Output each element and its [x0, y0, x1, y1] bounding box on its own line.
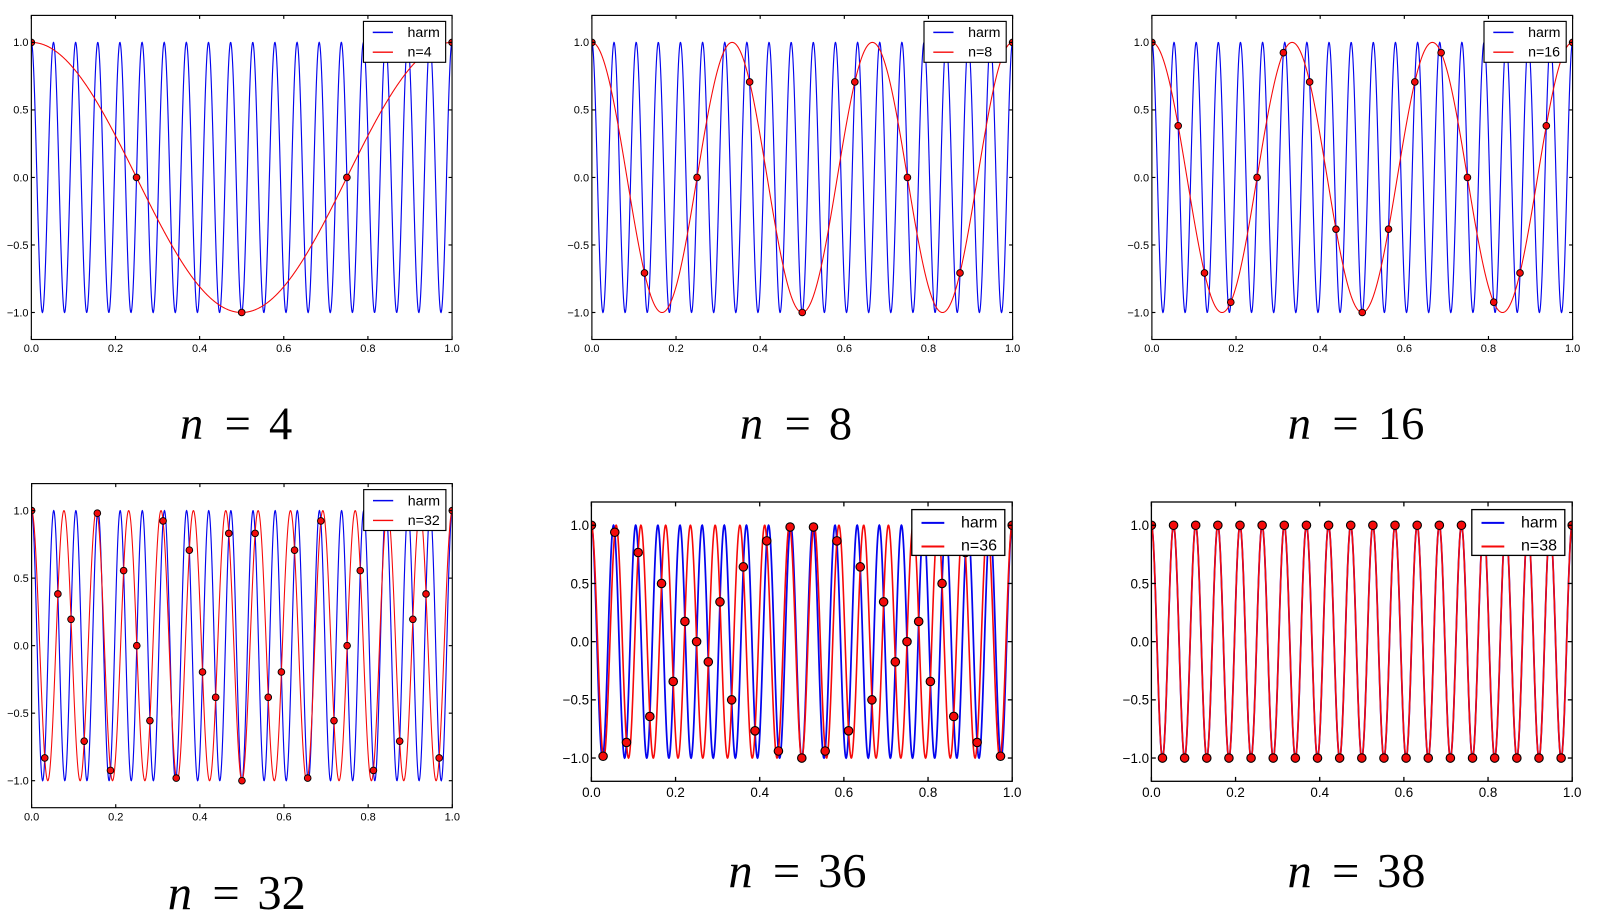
- svg-text:0.0: 0.0: [13, 172, 28, 184]
- svg-text:0.5: 0.5: [1134, 105, 1149, 117]
- svg-text:0.8: 0.8: [921, 343, 936, 355]
- svg-text:harm: harm: [1528, 25, 1560, 41]
- svg-text:1.0: 1.0: [1565, 343, 1580, 355]
- svg-text:0.0: 0.0: [1134, 172, 1149, 184]
- svg-text:16: 16: [1378, 399, 1425, 450]
- svg-text:n=36: n=36: [961, 537, 997, 554]
- svg-text:=: =: [1332, 845, 1359, 898]
- svg-text:n: n: [1288, 399, 1311, 450]
- svg-text:0.6: 0.6: [276, 811, 291, 823]
- svg-text:36: 36: [818, 845, 867, 898]
- svg-text:=: =: [773, 845, 800, 898]
- svg-text:1.0: 1.0: [445, 811, 460, 823]
- svg-text:−1.0: −1.0: [567, 307, 589, 319]
- svg-text:32: 32: [257, 867, 306, 920]
- svg-text:0.6: 0.6: [835, 785, 854, 800]
- svg-text:−0.5: −0.5: [1123, 693, 1149, 708]
- svg-text:n=38: n=38: [1521, 537, 1557, 554]
- svg-text:harm: harm: [968, 25, 1000, 41]
- svg-text:0.2: 0.2: [1226, 785, 1245, 800]
- svg-text:−1.0: −1.0: [1123, 751, 1149, 766]
- svg-text:8: 8: [829, 399, 852, 450]
- svg-text:1.0: 1.0: [14, 505, 29, 517]
- svg-text:n: n: [1287, 845, 1311, 898]
- svg-text:n: n: [180, 399, 203, 450]
- svg-text:0.2: 0.2: [108, 811, 123, 823]
- svg-text:n=16: n=16: [1528, 45, 1560, 61]
- svg-text:0.0: 0.0: [582, 785, 601, 800]
- svg-text:1.0: 1.0: [574, 37, 589, 49]
- svg-text:0.6: 0.6: [1397, 343, 1412, 355]
- svg-text:0.2: 0.2: [1228, 343, 1243, 355]
- svg-text:1.0: 1.0: [570, 518, 589, 533]
- svg-text:0.8: 0.8: [1479, 785, 1498, 800]
- svg-text:4: 4: [269, 399, 292, 450]
- svg-text:1.0: 1.0: [1005, 343, 1020, 355]
- svg-text:n: n: [168, 867, 192, 920]
- svg-text:harm: harm: [961, 515, 997, 532]
- svg-text:=: =: [1332, 399, 1358, 450]
- svg-text:0.4: 0.4: [753, 343, 768, 355]
- svg-text:=: =: [785, 399, 811, 450]
- svg-text:0.5: 0.5: [570, 576, 589, 591]
- svg-text:−1.0: −1.0: [7, 307, 29, 319]
- svg-text:0.2: 0.2: [668, 343, 683, 355]
- svg-text:0.5: 0.5: [1130, 576, 1149, 591]
- svg-text:n: n: [740, 399, 763, 450]
- svg-text:−1.0: −1.0: [7, 775, 29, 787]
- svg-text:0.0: 0.0: [1144, 343, 1159, 355]
- svg-text:harm: harm: [408, 493, 440, 509]
- svg-text:0.8: 0.8: [360, 343, 375, 355]
- svg-text:0.8: 0.8: [361, 811, 376, 823]
- svg-text:−1.0: −1.0: [563, 751, 589, 766]
- svg-text:0.6: 0.6: [276, 343, 291, 355]
- svg-text:0.0: 0.0: [1130, 634, 1149, 649]
- svg-text:−1.0: −1.0: [1127, 307, 1149, 319]
- svg-text:n=32: n=32: [408, 513, 440, 529]
- svg-text:1.0: 1.0: [1563, 785, 1582, 800]
- svg-text:0.6: 0.6: [1395, 785, 1414, 800]
- svg-text:0.0: 0.0: [24, 811, 39, 823]
- svg-text:−0.5: −0.5: [563, 693, 589, 708]
- svg-text:0.4: 0.4: [1310, 785, 1329, 800]
- svg-text:harm: harm: [1521, 515, 1557, 532]
- svg-text:=: =: [225, 399, 251, 450]
- svg-text:1.0: 1.0: [444, 343, 459, 355]
- svg-text:1.0: 1.0: [1130, 518, 1149, 533]
- svg-text:38: 38: [1377, 845, 1426, 898]
- svg-text:0.5: 0.5: [13, 105, 28, 117]
- svg-text:n=4: n=4: [408, 45, 432, 61]
- svg-text:harm: harm: [408, 25, 440, 41]
- svg-text:−0.5: −0.5: [567, 240, 589, 252]
- svg-text:0.5: 0.5: [14, 573, 29, 585]
- svg-text:n: n: [728, 845, 752, 898]
- svg-text:1.0: 1.0: [1134, 37, 1149, 49]
- svg-text:1.0: 1.0: [13, 37, 28, 49]
- svg-text:0.5: 0.5: [574, 105, 589, 117]
- svg-text:0.8: 0.8: [1481, 343, 1496, 355]
- svg-text:0.0: 0.0: [570, 634, 589, 649]
- svg-text:−0.5: −0.5: [7, 708, 29, 720]
- svg-text:0.6: 0.6: [837, 343, 852, 355]
- svg-text:=: =: [212, 867, 239, 920]
- svg-text:0.0: 0.0: [1142, 785, 1161, 800]
- svg-text:0.2: 0.2: [108, 343, 123, 355]
- svg-text:−0.5: −0.5: [1127, 240, 1149, 252]
- svg-text:−0.5: −0.5: [7, 240, 29, 252]
- svg-text:0.4: 0.4: [750, 785, 769, 800]
- svg-text:0.4: 0.4: [192, 343, 207, 355]
- svg-text:0.0: 0.0: [584, 343, 599, 355]
- svg-text:0.4: 0.4: [1313, 343, 1328, 355]
- svg-text:1.0: 1.0: [1003, 785, 1022, 800]
- svg-text:0.8: 0.8: [919, 785, 938, 800]
- svg-text:0.2: 0.2: [666, 785, 685, 800]
- svg-text:0.0: 0.0: [14, 640, 29, 652]
- svg-text:0.0: 0.0: [574, 172, 589, 184]
- svg-text:0.4: 0.4: [192, 811, 207, 823]
- svg-text:n=8: n=8: [968, 45, 992, 61]
- svg-text:0.0: 0.0: [24, 343, 39, 355]
